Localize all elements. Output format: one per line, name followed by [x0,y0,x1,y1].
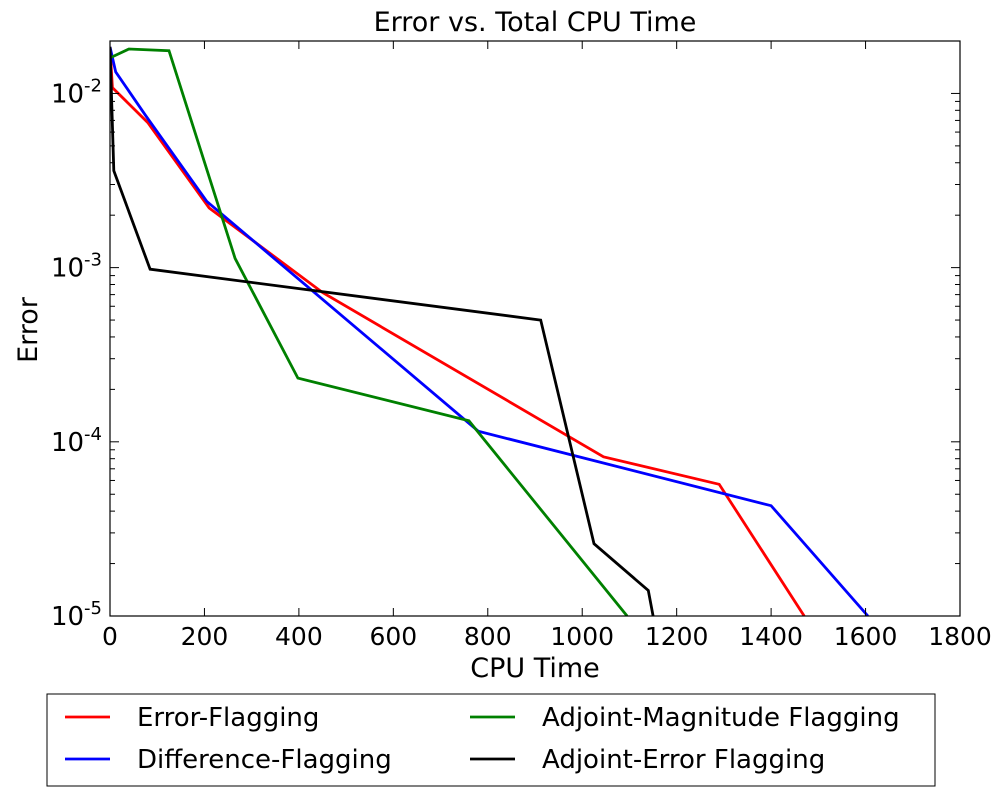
legend-label: Error-Flagging [137,703,319,733]
x-axis: 0 200 400 600 800 1000 1200 1400 1600 1800 [102,41,992,651]
x-tick-label: 1800 [928,622,992,651]
legend: Error-Flagging Difference-Flagging Adjoint… [46,693,936,787]
y-tick-label: 10-3 [51,250,102,284]
y-axis-label: Error [13,296,44,363]
plot-lines [110,46,869,616]
y-tick-label: 10-2 [51,75,102,109]
series-line-4 [110,46,655,616]
series-line-1 [110,46,806,616]
legend-label: Adjoint-Error Flagging [542,745,825,775]
x-tick-label: 200 [181,622,229,651]
x-tick-label: 1200 [645,622,709,651]
x-tick-label: 0 [102,622,118,651]
series-line-2 [110,46,869,616]
x-tick-label: 1400 [739,622,803,651]
plot-frame [109,40,961,617]
series-line-3 [110,47,629,616]
legend-frame [46,693,936,787]
y-tick-label: 10-4 [51,424,102,458]
chart-title: Error vs. Total CPU Time [374,7,697,38]
x-tick-label: 600 [369,622,417,651]
x-axis-label: CPU Time [470,653,600,684]
x-tick-label: 1600 [834,622,898,651]
legend-label: Difference-Flagging [137,745,392,775]
x-tick-label: 800 [464,622,512,651]
x-tick-label: 400 [275,622,323,651]
x-tick-label: 1000 [550,622,614,651]
y-tick-label: 10-5 [51,598,102,632]
y-axis: 10-2 10-3 10-4 10-5 [51,75,960,632]
legend-label: Adjoint-Magnitude Flagging [542,703,900,733]
